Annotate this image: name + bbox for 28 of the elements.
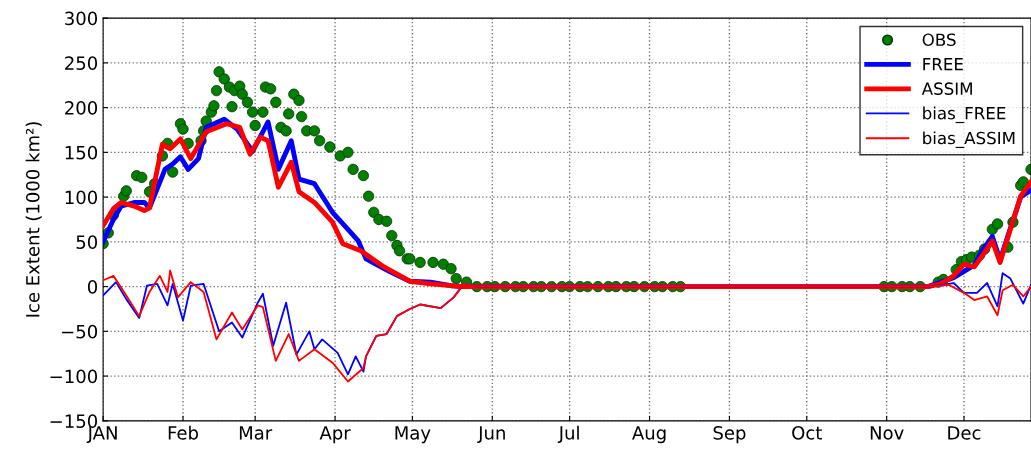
x-tick-label: Jun [477,426,505,444]
x-tick-label: Aug [632,426,666,444]
y-tick-label: −150 [50,414,98,428]
y-tick-label: 100 [65,190,98,205]
x-tick-label: Mar [239,426,273,440]
y-tick-label: −100 [50,369,98,384]
x-tick-label: Feb [168,425,198,440]
legend-label: bias_ASSIM [923,131,1015,149]
y-tick-label: 150 [65,145,98,160]
y-tick-label: 0 [87,280,98,294]
legend-label: FREE [923,58,963,71]
y-tick-label: 200 [65,101,98,115]
y-tick-label: −50 [62,324,98,339]
y-tick-label: 300 [65,11,98,26]
x-tick-label: Dec [948,426,981,440]
x-tick-label: JAN [86,426,117,444]
y-tick-label: 50 [76,235,98,249]
x-tick-label: Apr [319,426,351,444]
x-tick-label: Nov [870,426,904,440]
legend-label: bias_FREE [923,106,1006,124]
y-axis-title: Ice Extent (1000 km²) [25,122,42,317]
legend-label: OBS [922,33,956,47]
x-tick-label: Jul [557,425,579,444]
y-tick-label: 250 [65,56,98,70]
x-tick-label: Oct [792,426,822,440]
x-tick-label: Sep [713,426,746,444]
legend-label: ASSIM [921,82,972,95]
x-tick-label: May [395,426,431,444]
